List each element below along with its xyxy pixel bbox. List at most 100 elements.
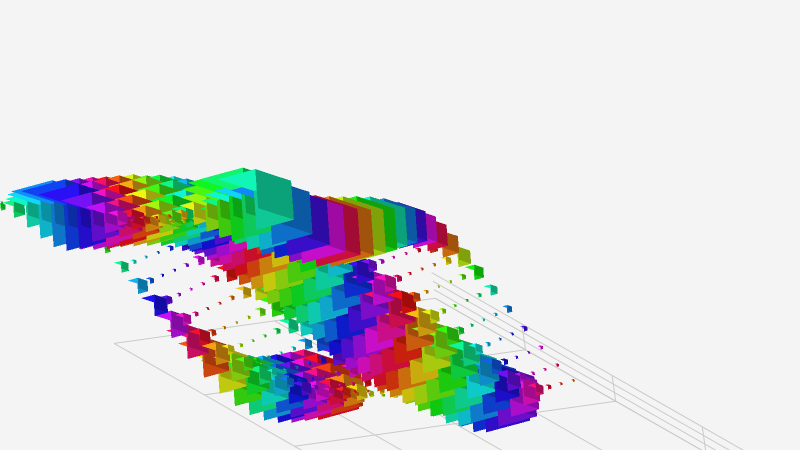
cube-face [252, 339, 255, 342]
cube-marker [126, 214, 135, 222]
cube-face [183, 312, 192, 324]
cube-marker [141, 216, 146, 220]
cube-face [271, 368, 277, 376]
cube-face [352, 381, 356, 386]
cube-marker [192, 255, 205, 266]
cube-face [466, 298, 469, 302]
cube-face [255, 169, 294, 220]
cube-marker [217, 301, 222, 305]
cube-face [459, 326, 465, 334]
cube-face [380, 258, 385, 264]
cube-marker [544, 384, 552, 390]
cube-face [314, 384, 319, 390]
cube-face [235, 321, 238, 324]
cube-marker [391, 255, 396, 259]
cube-face [214, 275, 220, 281]
cube-marker [438, 308, 447, 315]
cube-marker [386, 290, 417, 315]
cube-face [356, 383, 368, 398]
cube-face [523, 325, 528, 331]
grid-line [294, 400, 616, 447]
cube-marker [502, 305, 513, 314]
cube-marker [481, 318, 486, 322]
cube-marker [205, 307, 210, 311]
cube-marker [127, 277, 149, 294]
cube-marker [464, 264, 484, 281]
cube-marker [377, 258, 385, 265]
cube-marker [337, 384, 342, 388]
cube-face [478, 292, 482, 297]
cube-marker [529, 371, 535, 376]
cube-marker [179, 201, 209, 225]
cube-face [548, 384, 552, 389]
cube-marker [322, 374, 327, 378]
cube-face [292, 346, 296, 351]
cube-face [158, 214, 167, 225]
cube-marker [247, 365, 272, 385]
cube-face [401, 290, 417, 311]
cube-marker [266, 355, 271, 359]
cube-marker [537, 345, 544, 350]
cube-marker [154, 215, 158, 219]
cube-face [1, 201, 4, 204]
cube-marker [113, 260, 129, 273]
cube-marker [174, 209, 188, 221]
cube-face [143, 216, 146, 219]
cube-marker [310, 377, 315, 381]
cube-face [327, 385, 330, 388]
grid-line [113, 342, 303, 450]
cube-face [280, 351, 283, 354]
cube-face [381, 393, 384, 397]
cube-marker [143, 255, 148, 259]
cube-marker [421, 309, 440, 324]
cube-face [284, 368, 287, 372]
cube-marker [419, 267, 424, 271]
cube-marker [235, 286, 252, 299]
cube-face [516, 355, 519, 359]
cube-face [144, 215, 151, 224]
cube-face [301, 380, 312, 394]
cube-marker [527, 383, 544, 397]
grid-line [431, 272, 744, 450]
cube-face [137, 277, 149, 292]
cube-face [193, 201, 209, 221]
cube-marker [403, 252, 408, 256]
cube-face [572, 378, 575, 382]
cube-face [507, 305, 513, 312]
cube-face [199, 328, 211, 344]
cube-marker [558, 382, 563, 386]
cube-face [287, 376, 295, 387]
cube-marker [316, 356, 327, 365]
cube-marker [168, 219, 173, 223]
cube-marker [407, 291, 421, 303]
cube-face [166, 295, 173, 304]
cube-marker [279, 376, 295, 389]
cube-marker [176, 292, 182, 297]
cube-face [433, 262, 437, 266]
cube-marker [339, 389, 345, 394]
cube-face [495, 312, 498, 316]
cube-marker [254, 307, 266, 317]
cube-marker [221, 344, 235, 355]
cube-marker [221, 325, 227, 330]
cube-face [299, 378, 303, 383]
cube-marker [165, 214, 172, 219]
cube-face [321, 356, 327, 363]
cube-face [211, 328, 217, 336]
cube-marker [554, 363, 559, 367]
cube-face [315, 380, 330, 399]
cube-face [183, 219, 186, 223]
cube-marker [150, 214, 167, 227]
cube-face [450, 280, 453, 283]
cube-face [231, 295, 235, 300]
cube-face [369, 390, 375, 397]
cube-face [487, 341, 491, 346]
cube-face [157, 219, 161, 223]
cube-face [259, 365, 272, 382]
cube-face [504, 358, 509, 364]
cube-face [268, 355, 271, 358]
cube-face [355, 391, 360, 396]
cube-face [393, 255, 396, 259]
cube-marker [436, 285, 440, 289]
